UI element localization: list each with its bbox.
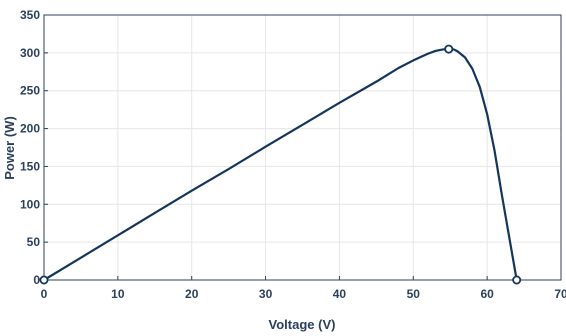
y-tick-label: 200: [20, 122, 40, 136]
y-tick-label: 50: [27, 235, 41, 249]
curve-marker: [512, 275, 522, 285]
y-axis-label: Power (W): [2, 116, 17, 180]
x-tick-label: 70: [554, 287, 566, 301]
grid-lines: [44, 15, 561, 280]
x-tick-label: 0: [41, 287, 48, 301]
x-tick-label: 60: [480, 287, 494, 301]
x-tick-label: 10: [111, 287, 125, 301]
x-tick-label: 30: [259, 287, 273, 301]
x-tick-label: 40: [333, 287, 347, 301]
y-tick-label: 250: [20, 84, 40, 98]
y-tick-label: 0: [33, 273, 40, 287]
curve-marker: [444, 44, 454, 54]
y-tick-label: 300: [20, 46, 40, 60]
y-tick-label: 100: [20, 197, 40, 211]
x-axis-label: Voltage (V): [269, 317, 336, 332]
plot-frame: [43, 14, 562, 281]
plot-area: [44, 15, 561, 280]
curve-marker: [39, 275, 49, 285]
ticks: 0 10 20 30 40 50 60 70 0 50 100 150 200 250 300 350: [20, 8, 566, 301]
curve-markers: [39, 44, 522, 285]
x-tick-label: 50: [407, 287, 421, 301]
x-tick-label: 20: [185, 287, 199, 301]
y-tick-label: 350: [20, 8, 40, 22]
y-tick-label: 150: [20, 159, 40, 173]
pv-curve: [42, 47, 518, 282]
